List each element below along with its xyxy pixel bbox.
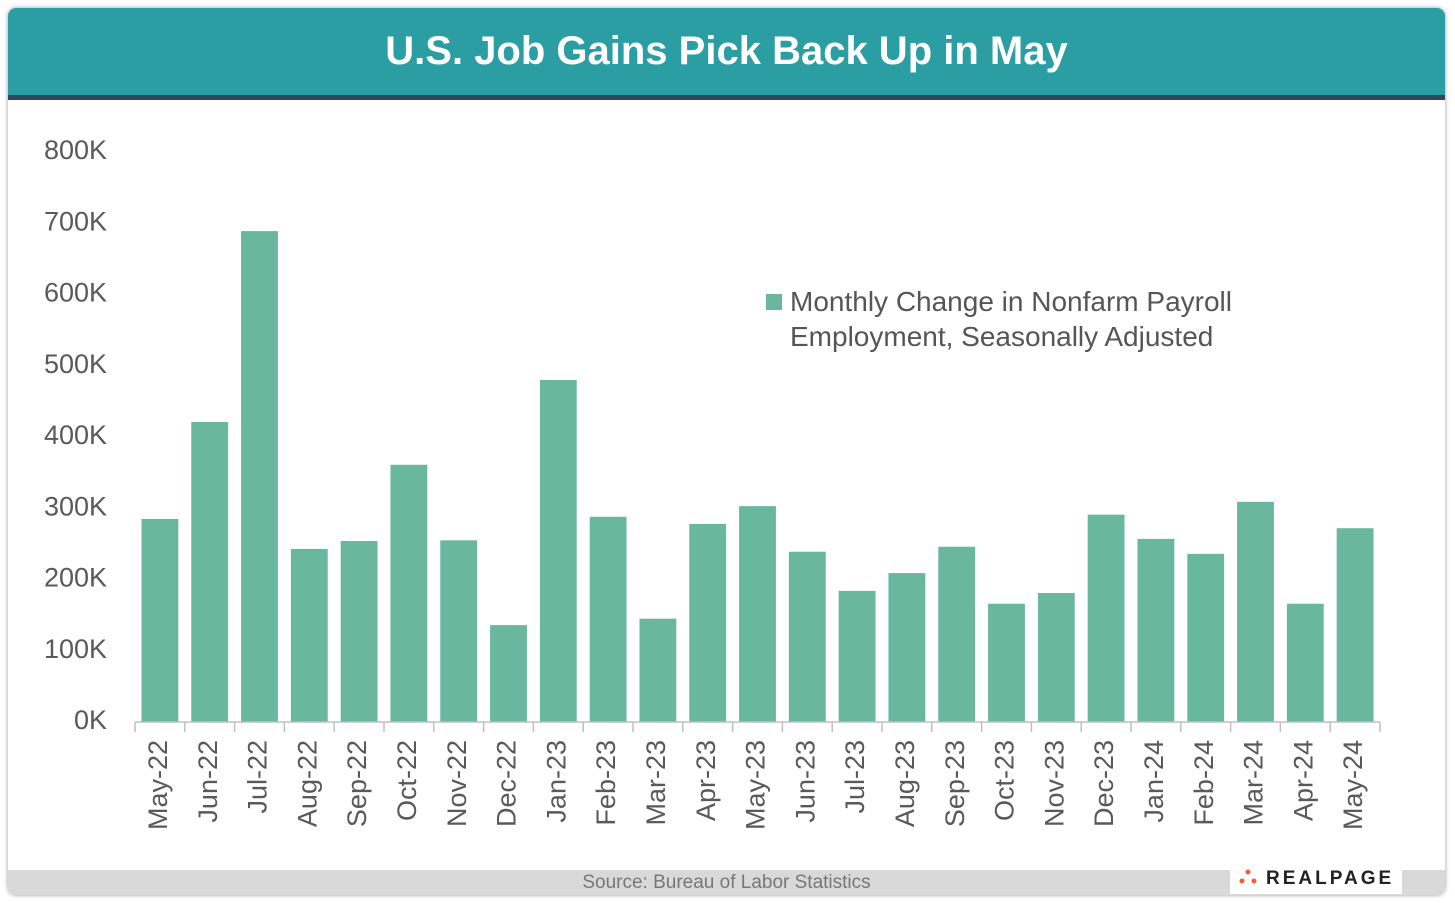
legend-label: Monthly Change in Nonfarm Payroll Employ… [790, 286, 1232, 352]
y-tick-label: 300K [44, 491, 107, 521]
bar [191, 422, 229, 722]
y-tick-label: 200K [44, 563, 107, 593]
bar [589, 516, 627, 722]
bar [290, 548, 328, 722]
x-tick-label: Dec-22 [492, 740, 522, 827]
x-tick-label: Feb-24 [1189, 740, 1219, 826]
frame: U.S. Job Gains Pick Back Up in May 0K 100… [8, 8, 1445, 895]
bar [490, 625, 527, 722]
x-tick-label: Jun-23 [790, 740, 820, 823]
bar [888, 573, 926, 722]
bar [1286, 603, 1324, 722]
x-tick-label: Sep-22 [342, 740, 372, 827]
source: Source: Bureau of Labor Statistics [8, 870, 1445, 895]
x-tick-label: Jan-24 [1139, 740, 1169, 823]
x-tick-label: May-22 [143, 740, 173, 830]
x-tick-label: Apr-23 [691, 740, 721, 821]
x-tick-label: Sep-23 [940, 740, 970, 827]
bar [988, 603, 1025, 722]
x-tick-label: Nov-23 [1039, 740, 1069, 827]
bar [539, 380, 577, 722]
chart-title: U.S. Job Gains Pick Back Up in May [8, 8, 1445, 100]
bar [340, 541, 378, 722]
x-tick-label: Aug-23 [890, 740, 920, 827]
bar [639, 618, 677, 722]
x-tick-label: May-23 [741, 740, 771, 830]
x-tick-label: Feb-23 [591, 740, 621, 826]
bar [440, 540, 478, 722]
bar [1187, 553, 1225, 722]
x-tick-label: Jun-22 [193, 740, 223, 823]
logo: REALPAGE [1230, 864, 1402, 894]
y-tick-label: 600K [44, 278, 107, 308]
bar [689, 523, 727, 722]
bar [1137, 538, 1175, 722]
x-tick-label: Apr-24 [1288, 740, 1318, 821]
bar [739, 506, 776, 722]
bar [390, 464, 428, 722]
y-tick-label: 800K [44, 135, 107, 165]
bar [241, 231, 278, 722]
y-tick-label: 0K [74, 705, 107, 735]
bar [1037, 593, 1075, 722]
y-tick-label: 500K [44, 349, 107, 379]
x-tick-label: Aug-22 [292, 740, 322, 827]
x-tick-label: Nov-22 [442, 740, 472, 827]
bar [838, 590, 876, 722]
bar [938, 546, 976, 722]
legend-swatch [766, 294, 782, 310]
x-tick-label: Dec-23 [1089, 740, 1119, 827]
chart: 0K 100K 200K 300K 400K 500K 600K 700K 800K May-22… [44, 135, 1381, 830]
bar [141, 518, 179, 722]
logo-dots [1239, 869, 1257, 884]
x-tick-label: Mar-24 [1239, 740, 1269, 826]
y-tick-label: 400K [44, 420, 107, 450]
bar [1087, 514, 1125, 722]
y-tick-label: 100K [44, 634, 107, 664]
x-tick-label: Jan-23 [541, 740, 571, 823]
bar [1336, 528, 1374, 722]
x-tick-label: Jul-22 [243, 740, 273, 814]
x-tick-label: Mar-23 [641, 740, 671, 826]
bar [1237, 501, 1274, 722]
y-tick-label: 700K [44, 206, 107, 236]
bar [788, 551, 826, 722]
x-tick-label: Jul-23 [840, 740, 870, 814]
logo-text: REALPAGE [1266, 868, 1395, 889]
x-tick-label: May-24 [1338, 740, 1368, 830]
x-tick-label: Oct-22 [392, 740, 422, 821]
x-tick-label: Oct-23 [990, 740, 1020, 821]
